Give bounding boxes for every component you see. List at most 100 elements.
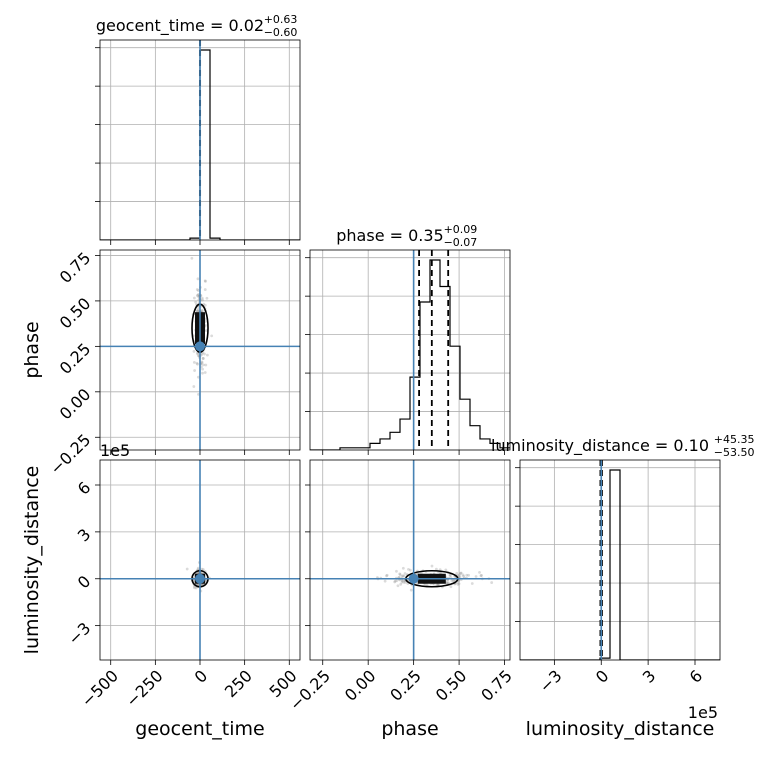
sample-point [393, 580, 397, 584]
sample-point [479, 574, 483, 578]
sample-point [201, 371, 204, 375]
sample-point [396, 584, 400, 588]
sample-point [196, 308, 200, 312]
sample-point [446, 581, 449, 585]
panel-content [100, 250, 300, 450]
sample-point [403, 572, 407, 575]
panel-frame [99, 459, 301, 661]
sample-point [401, 574, 405, 578]
panels: geocent_time = 0.02 +0.63−0.60−0.250.000.… [21, 13, 755, 740]
sample-point [192, 385, 196, 388]
sample-point [385, 574, 388, 578]
sample-point [452, 579, 456, 583]
tick-label-x: 0 [191, 666, 212, 687]
offset-text-x: 1e5 [688, 703, 718, 722]
sample-point [447, 581, 450, 585]
sample-point [434, 567, 438, 571]
sample-point [436, 583, 440, 587]
sample-point [448, 573, 452, 577]
sample-point [400, 575, 404, 578]
sample-point [203, 352, 206, 356]
sample-point [459, 571, 463, 575]
sample-point [444, 568, 448, 572]
sample-point [455, 571, 459, 575]
sample-point [196, 566, 200, 570]
sample-point [196, 362, 199, 366]
sample-point [459, 571, 463, 575]
sample-point [201, 357, 205, 360]
sample-point [402, 574, 406, 578]
title-upper-error: +0.09 [444, 223, 478, 236]
sample-point [193, 369, 196, 372]
sample-point [404, 580, 407, 584]
panel-frame [99, 39, 301, 241]
sample-point [201, 309, 204, 313]
panel-geocent_time-vs-geocent_time: geocent_time = 0.02 +0.63−0.60 [95, 13, 301, 245]
sample-point [395, 569, 398, 573]
panel-content [100, 40, 300, 240]
sample-point [196, 293, 200, 297]
title-upper-error: +0.63 [264, 13, 298, 26]
tick-label-y: 0.00 [56, 385, 95, 424]
sample-point [201, 367, 204, 371]
panel-phase-vs-geocent_time: −0.25 0.00 0.25 0.50 0.75 [46, 248, 301, 478]
x-axis-label-phase: phase [381, 718, 438, 740]
sample-point [203, 288, 207, 291]
sample-point [201, 568, 205, 571]
sample-point [196, 289, 200, 292]
sample-point [194, 300, 198, 304]
sample-point [194, 586, 198, 590]
sample-point [401, 566, 405, 570]
tick-label-x: 0.50 [432, 666, 471, 705]
sample-point [467, 573, 470, 577]
sample-point [203, 303, 207, 307]
sample-point [458, 573, 461, 577]
sample-point [192, 349, 196, 353]
sample-point [196, 375, 200, 379]
sample-point [196, 277, 200, 281]
sample-point [185, 567, 189, 571]
histogram-phase [310, 259, 510, 450]
title-lower-error: −53.50 [714, 446, 755, 459]
panel-phase-vs-phase: phase = 0.35 +0.09−0.07 [305, 223, 511, 455]
title-upper-error: +45.35 [714, 433, 755, 446]
sample-point [409, 588, 413, 592]
tick-label-y: −3 [64, 619, 94, 649]
sample-point [456, 583, 460, 586]
sample-point [195, 309, 199, 313]
sample-point [450, 579, 454, 583]
tick-label-y: 0 [74, 572, 95, 593]
sample-point [448, 573, 452, 577]
sample-point [195, 288, 199, 291]
sample-point [385, 573, 389, 577]
panel-frame [309, 249, 511, 451]
sample-point [204, 279, 207, 283]
tick-label-x: 0 [592, 666, 613, 687]
x-axis-label-geocent-time: geocent_time [135, 718, 264, 740]
panel-title-phase: phase = 0.35 [336, 226, 443, 245]
sample-point [398, 573, 402, 577]
sample-point [393, 579, 397, 583]
x-axis-label-luminosity-distance: luminosity_distance [526, 718, 715, 740]
sample-point [195, 361, 199, 365]
sample-point [449, 585, 453, 589]
panel-content [520, 460, 720, 660]
tick-label-x: 3 [639, 666, 660, 687]
panel-frame [309, 459, 511, 661]
sample-point [457, 582, 461, 586]
sample-point [205, 353, 209, 357]
panel-frame [99, 249, 301, 451]
truth-point [408, 573, 419, 584]
sample-point [474, 575, 478, 578]
tick-label-x: 250 [221, 666, 256, 701]
sample-point [400, 580, 404, 584]
sample-point [201, 298, 204, 302]
sample-point [192, 296, 196, 300]
panel-luminosity_distance-vs-luminosity_distance: luminosity_distance = 0.10 +45.35−53.50 −3… [491, 433, 755, 696]
sample-point [458, 575, 462, 579]
sample-point [402, 580, 406, 584]
panel-content [100, 460, 300, 660]
sample-point [196, 294, 199, 298]
